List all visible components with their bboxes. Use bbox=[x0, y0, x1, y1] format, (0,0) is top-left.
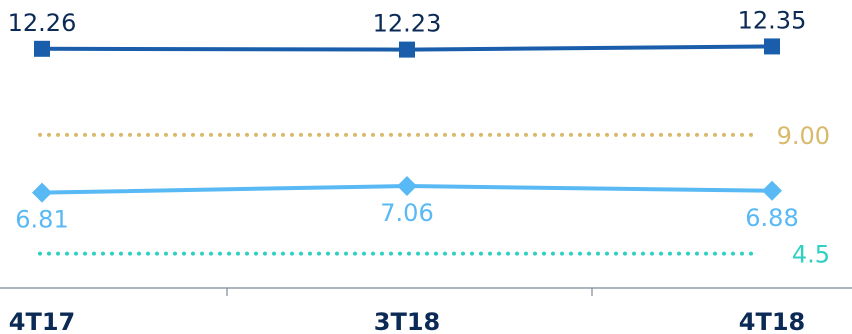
reference-lines: 9.00 4.5 bbox=[38, 122, 830, 269]
series-lines: 12.26 12.23 12.35 6.81 7.06 6.88 bbox=[8, 6, 807, 233]
x-tick-label: 4T18 bbox=[739, 308, 805, 334]
data-point-marker bbox=[399, 41, 415, 58]
data-label: 6.81 bbox=[15, 206, 68, 234]
data-point-marker bbox=[762, 180, 782, 201]
x-tick-label: 4T17 bbox=[9, 308, 75, 334]
data-point-marker bbox=[32, 182, 52, 203]
reference-label: 4.5 bbox=[792, 241, 830, 269]
data-label: 7.06 bbox=[380, 199, 433, 227]
data-point-marker bbox=[397, 176, 417, 197]
x-tick-label: 3T18 bbox=[374, 308, 440, 334]
reference-label: 9.00 bbox=[777, 122, 830, 150]
data-point-marker bbox=[34, 40, 50, 57]
data-label: 12.23 bbox=[373, 10, 442, 38]
data-label: 12.35 bbox=[738, 6, 807, 34]
data-label: 12.26 bbox=[8, 9, 77, 37]
data-label: 6.88 bbox=[745, 204, 798, 232]
data-point-marker bbox=[764, 38, 780, 55]
x-axis: 4T17 3T18 4T18 bbox=[0, 287, 852, 334]
